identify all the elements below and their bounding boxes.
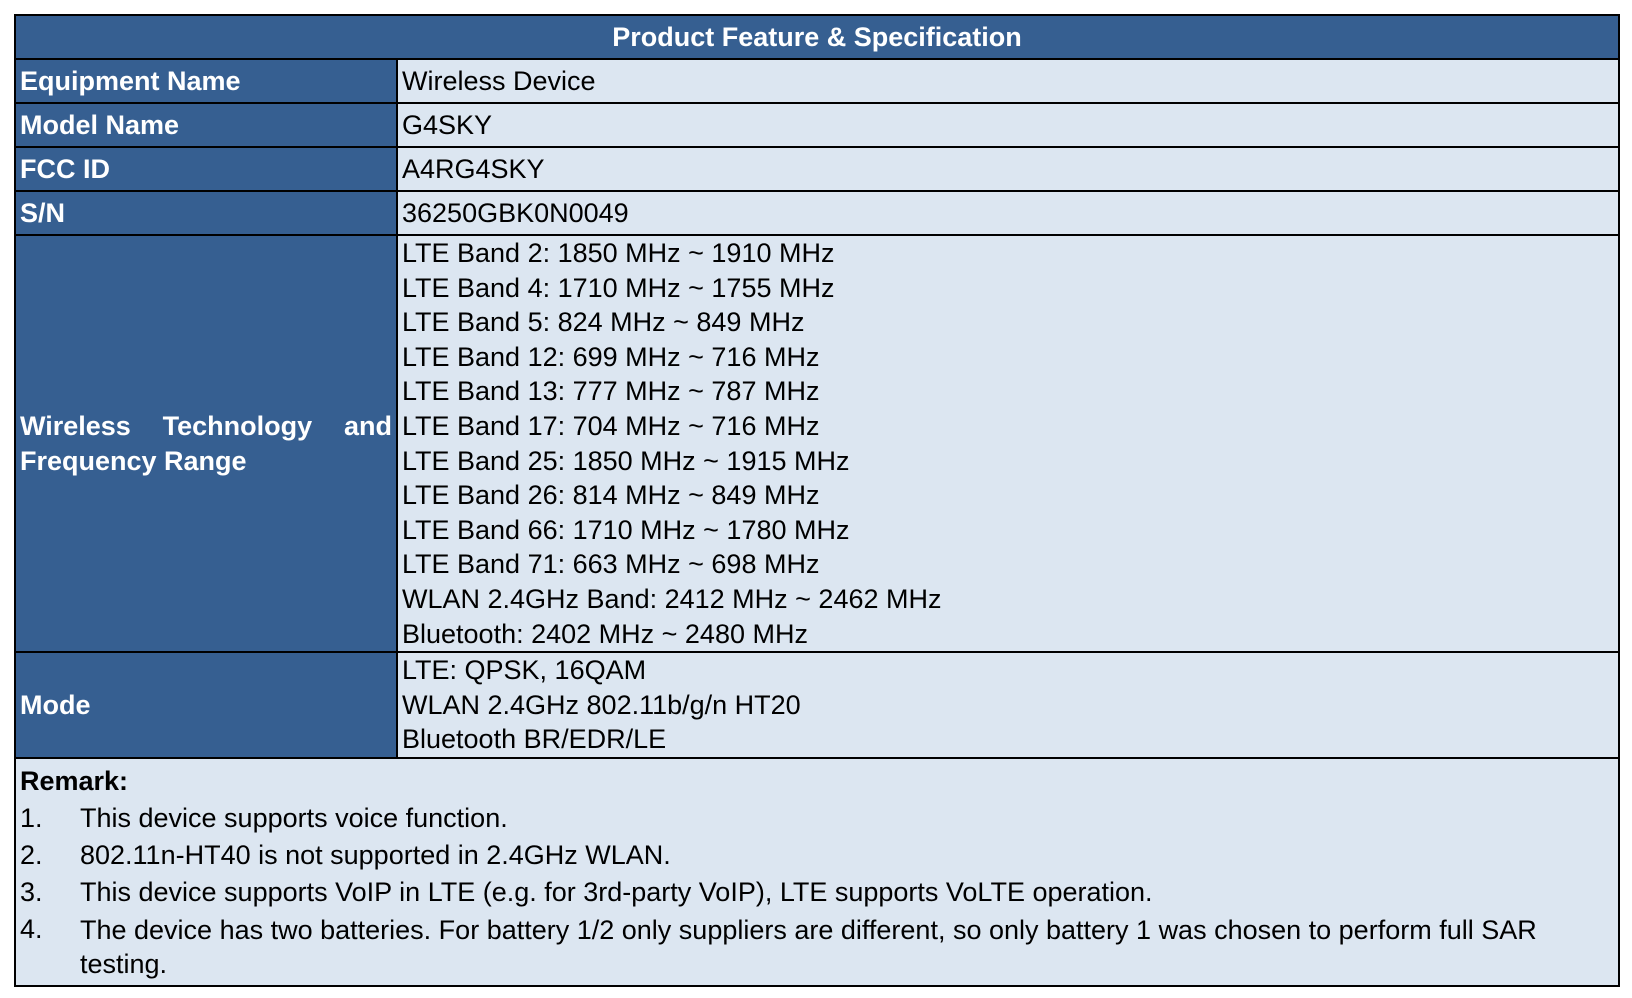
mode-line: LTE: QPSK, 16QAM — [402, 655, 647, 686]
band-line: LTE Band 25: 1850 MHz ~ 1915 MHz — [402, 445, 850, 476]
table-row: S/N 36250GBK0N0049 — [14, 190, 1620, 236]
row-value: G4SKY — [396, 102, 1620, 148]
spec-table: Product Feature & Specification Equipmen… — [14, 14, 1620, 987]
frequency-label: Wireless Technology and Frequency Range — [14, 233, 398, 654]
mode-line: Bluetooth BR/EDR/LE — [402, 724, 667, 755]
row-value: 36250GBK0N0049 — [396, 190, 1620, 236]
frequency-values: LTE Band 2: 1850 MHz ~ 1910 MHz LTE Band… — [396, 233, 1620, 654]
band-line: WLAN 2.4GHz Band: 2412 MHz ~ 2462 MHz — [402, 583, 942, 614]
band-line: LTE Band 26: 814 MHz ~ 849 MHz — [402, 480, 820, 511]
remark-text: 802.11n-HT40 is not supported in 2.4GHz … — [80, 839, 671, 870]
table-title: Product Feature & Specification — [14, 14, 1620, 60]
band-line: LTE Band 13: 777 MHz ~ 787 MHz — [402, 376, 820, 407]
remark-item: 4. The device has two batteries. For batt… — [20, 911, 1614, 981]
remark-title: Remark: — [20, 765, 129, 796]
row-value: A4RG4SKY — [396, 146, 1620, 192]
remark-item: 3. This device supports VoIP in LTE (e.g.… — [20, 874, 1614, 911]
band-line: LTE Band 4: 1710 MHz ~ 1755 MHz — [402, 272, 835, 303]
remark-num: 3. — [20, 876, 43, 907]
remark-text: The device has two batteries. For batter… — [80, 914, 1537, 979]
row-value: Wireless Device — [396, 58, 1620, 104]
band-line: LTE Band 5: 824 MHz ~ 849 MHz — [402, 307, 805, 338]
row-label: FCC ID — [14, 146, 398, 192]
row-label: Equipment Name — [14, 58, 398, 104]
row-label: Model Name — [14, 102, 398, 148]
band-line: LTE Band 71: 663 MHz ~ 698 MHz — [402, 549, 820, 580]
band-line: LTE Band 2: 1850 MHz ~ 1910 MHz — [402, 238, 835, 268]
remark-cell: Remark: 1. This device supports voice fun… — [14, 756, 1620, 987]
frequency-row: Wireless Technology and Frequency Range … — [14, 233, 1620, 654]
mode-values: LTE: QPSK, 16QAM WLAN 2.4GHz 802.11b/g/n… — [396, 651, 1620, 759]
remark-num: 4. — [20, 913, 43, 944]
band-line: LTE Band 17: 704 MHz ~ 716 MHz — [402, 410, 820, 441]
remark-row: Remark: 1. This device supports voice fun… — [14, 756, 1620, 987]
remark-num: 1. — [20, 802, 43, 833]
table-row: Equipment Name Wireless Device — [14, 58, 1620, 104]
mode-line: WLAN 2.4GHz 802.11b/g/n HT20 — [402, 689, 801, 720]
remark-num: 2. — [20, 839, 43, 870]
mode-label: Mode — [14, 651, 398, 759]
table-row: FCC ID A4RG4SKY — [14, 146, 1620, 192]
row-label: S/N — [14, 190, 398, 236]
mode-row: Mode LTE: QPSK, 16QAM WLAN 2.4GHz 802.11… — [14, 651, 1620, 759]
band-line: Bluetooth: 2402 MHz ~ 2480 MHz — [402, 618, 808, 649]
remark-text: This device supports VoIP in LTE (e.g. f… — [80, 876, 1153, 907]
remark-text: This device supports voice function. — [80, 802, 508, 833]
band-line: LTE Band 66: 1710 MHz ~ 1780 MHz — [402, 514, 850, 545]
remark-item: 1. This device supports voice function. — [20, 800, 1614, 837]
remark-item: 2. 802.11n-HT40 is not supported in 2.4GH… — [20, 837, 1614, 874]
band-line: LTE Band 12: 699 MHz ~ 716 MHz — [402, 341, 820, 372]
table-row: Model Name G4SKY — [14, 102, 1620, 148]
